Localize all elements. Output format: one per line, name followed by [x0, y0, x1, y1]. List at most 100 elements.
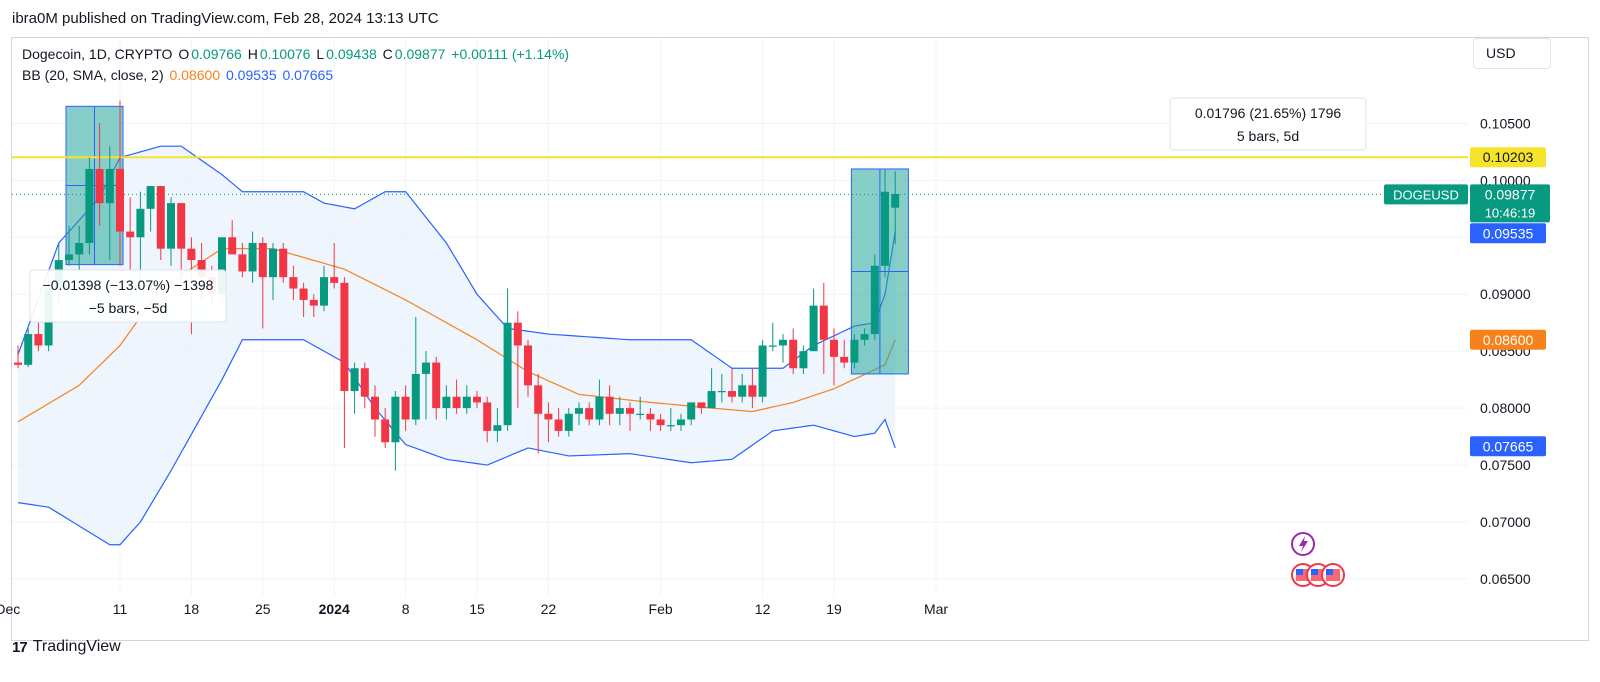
bb-upper-value: 0.09535 — [226, 67, 277, 83]
us-flag-icon-canton — [1311, 569, 1318, 575]
footer-brand: 17 TradingView — [12, 638, 121, 656]
candle-body — [85, 168, 94, 243]
price-label-text: 0.10203 — [1483, 149, 1534, 165]
candle-body — [442, 396, 451, 409]
candle-body — [320, 277, 328, 306]
bollinger-lower-line — [17, 339, 896, 546]
candle-body — [350, 368, 359, 392]
low-label: L — [316, 46, 325, 62]
publisher-line: ibra0M published on TradingView.com, Feb… — [12, 10, 439, 27]
candle-body — [779, 339, 787, 346]
y-axis-tick: 0.06500 — [1480, 571, 1531, 587]
x-axis-tick: Mar — [924, 601, 948, 617]
x-axis-tick: 11 — [113, 601, 128, 617]
candle-body — [850, 339, 859, 363]
candle-body — [707, 391, 716, 409]
candle-body — [728, 391, 736, 397]
candle-body — [738, 385, 747, 397]
candle-body — [595, 396, 604, 420]
price-label-box — [1470, 223, 1546, 244]
price-label-text: 0.07665 — [1483, 438, 1534, 454]
x-axis-tick: Dec — [0, 601, 20, 617]
chart-frame — [11, 37, 1589, 641]
candle-body — [391, 396, 400, 443]
candle-body — [666, 425, 675, 427]
candle-body — [269, 248, 277, 278]
measure-left-label-line2: −5 bars, −5d — [89, 300, 168, 316]
candle-body — [646, 413, 655, 420]
candle-body — [24, 334, 33, 365]
close-value: 0.09877 — [394, 46, 446, 62]
candle-body — [687, 402, 696, 420]
candle-body — [758, 345, 767, 397]
candle-body — [605, 396, 614, 414]
measure-right-label-line1: 0.01796 (21.65%) 1796 — [1195, 105, 1342, 121]
candle-body — [422, 362, 430, 374]
candle-body — [238, 254, 247, 272]
price-label-box — [1470, 184, 1550, 223]
x-axis-tick: 22 — [541, 601, 557, 617]
candle-body — [860, 334, 869, 340]
candle-body — [677, 419, 685, 426]
y-axis-tick: 0.08000 — [1480, 400, 1531, 416]
candle-body — [524, 345, 532, 386]
candle-body — [34, 334, 43, 346]
candle-body — [14, 362, 22, 365]
symbol-tag-text: DOGEUSD — [1393, 187, 1459, 202]
candle-body — [381, 419, 390, 443]
candle-body — [534, 385, 543, 414]
candle-body — [564, 413, 573, 431]
candle-body — [462, 396, 471, 409]
open-label: O — [178, 46, 190, 62]
bb-lower-value: 0.07665 — [282, 67, 334, 83]
x-axis-tick: 15 — [469, 601, 485, 617]
brand-name: TradingView — [32, 638, 121, 655]
candle-body — [340, 282, 349, 392]
candle-body — [156, 186, 165, 249]
candle-body — [95, 168, 104, 204]
candle-body — [330, 277, 339, 283]
x-axis-tick: 25 — [255, 601, 271, 617]
measure-right-label-box — [1169, 97, 1367, 151]
price-label-text: 0.08600 — [1483, 332, 1534, 348]
chart-legend: Dogecoin, 1D, CRYPTO O 0.09766 H 0.10076 L… — [22, 44, 571, 86]
candle-body — [809, 305, 818, 352]
bollinger-band-fill — [18, 146, 896, 545]
candle-body — [299, 288, 308, 300]
event-icons — [1291, 532, 1345, 587]
candle-body — [218, 237, 226, 295]
price-label-box — [1470, 147, 1546, 168]
change-value: +0.00111 (+1.14%) — [451, 46, 570, 62]
candle-body — [75, 242, 84, 255]
us-flag-icon-canton — [1296, 569, 1303, 575]
candle-body — [309, 299, 318, 306]
currency-button[interactable]: USD — [1473, 38, 1551, 69]
y-axis-tick: 0.10000 — [1480, 172, 1531, 188]
candle-body — [513, 322, 522, 346]
candle-body — [432, 362, 441, 409]
bb-row: BB (20, SMA, close, 2) 0.08600 0.09535 0… — [22, 65, 571, 86]
bollinger-upper-line — [17, 145, 896, 369]
y-axis-tick: 0.07000 — [1480, 514, 1531, 530]
candle-body — [575, 408, 583, 414]
price-label-countdown: 10:46:19 — [1485, 205, 1536, 220]
candle-body — [585, 408, 594, 420]
candle-body — [360, 368, 369, 397]
candle-body — [768, 345, 777, 347]
candle-body — [197, 260, 206, 278]
candle-body — [187, 248, 196, 261]
bb-basis-value: 0.08600 — [169, 67, 221, 83]
symbol-name[interactable]: Dogecoin, 1D, CRYPTO — [22, 46, 173, 62]
candle-body — [177, 203, 186, 249]
candle-body — [116, 168, 124, 232]
x-axis-tick: 12 — [755, 601, 771, 617]
bb-label[interactable]: BB (20, SMA, close, 2) — [22, 67, 164, 83]
candle-body — [258, 242, 267, 278]
candle-body — [126, 231, 135, 238]
us-flag-icon-canton — [1326, 569, 1333, 575]
close-label: C — [382, 46, 393, 62]
candle-body — [483, 402, 492, 431]
price-label-box — [1470, 329, 1546, 350]
x-axis-tick: 2024 — [319, 601, 350, 617]
